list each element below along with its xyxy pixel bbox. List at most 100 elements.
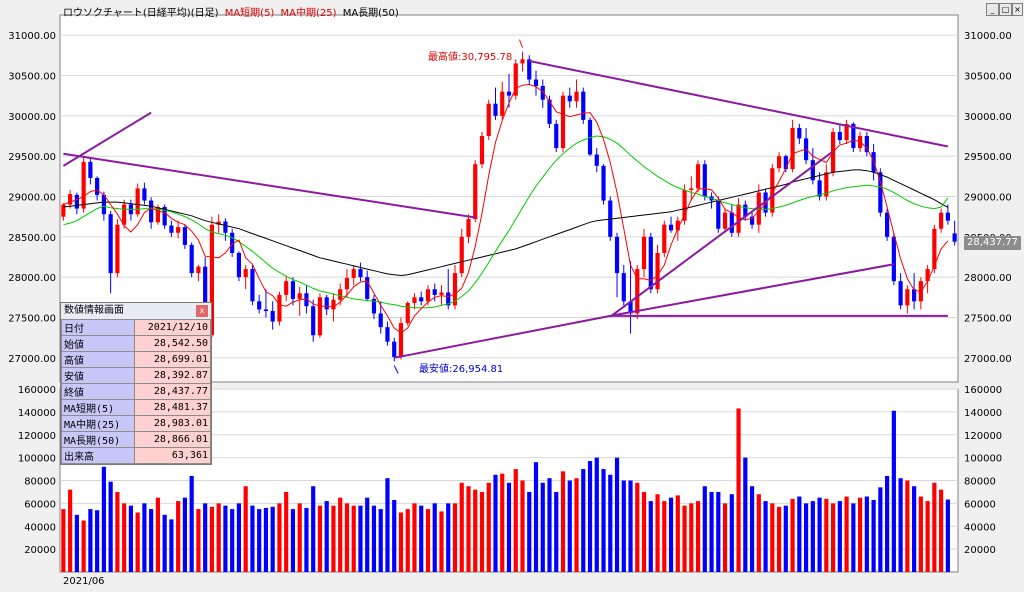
candle-body bbox=[216, 221, 221, 225]
candle-body bbox=[135, 188, 140, 215]
volume-bar bbox=[493, 474, 498, 572]
candle-body bbox=[162, 206, 167, 226]
info-key: MA長期(50) bbox=[61, 431, 135, 448]
trendline bbox=[610, 263, 895, 317]
info-value: 28,392.87 bbox=[134, 367, 211, 384]
volume-bar bbox=[398, 512, 404, 572]
volume-bar bbox=[284, 491, 289, 572]
candle-body bbox=[635, 269, 640, 314]
info-value: 28,983.01 bbox=[134, 415, 211, 432]
candle-body bbox=[614, 236, 620, 274]
volume-bar bbox=[648, 501, 653, 572]
info-key: 始値 bbox=[61, 335, 135, 352]
table-row: MA中期(25) 28,983.01 bbox=[61, 415, 211, 432]
candle-body bbox=[169, 225, 174, 233]
price-tick-label-right: 29000.00 bbox=[964, 192, 1012, 203]
info-panel-close-button[interactable]: x bbox=[196, 305, 208, 317]
candle-body bbox=[473, 164, 478, 220]
candle-body bbox=[446, 292, 451, 306]
volume-bar bbox=[824, 498, 829, 572]
volume-bar bbox=[365, 497, 370, 572]
candle-body bbox=[358, 269, 363, 278]
volume-bar bbox=[722, 503, 728, 572]
candle-body bbox=[776, 156, 782, 169]
candle-body bbox=[574, 91, 579, 102]
header-title: ロウソクチャート(日経平均)(日足) bbox=[63, 8, 219, 19]
trendline bbox=[394, 314, 611, 359]
candle-body bbox=[702, 164, 707, 197]
volume-bar bbox=[939, 489, 944, 572]
volume-bar bbox=[891, 410, 896, 572]
candle-body bbox=[297, 293, 302, 299]
legend-ma50: MA長期(50) bbox=[342, 8, 399, 19]
candle-body bbox=[641, 236, 647, 270]
candle-body bbox=[628, 301, 633, 314]
volume-bar bbox=[641, 491, 647, 572]
candle-body bbox=[290, 281, 296, 299]
info-value: 28,866.01 bbox=[134, 431, 211, 448]
candle-body bbox=[392, 341, 397, 357]
volume-bar bbox=[925, 501, 930, 572]
info-key: 安値 bbox=[61, 367, 135, 384]
volume-bar bbox=[162, 514, 167, 572]
volume-bar bbox=[452, 503, 458, 572]
volume-bar bbox=[108, 481, 113, 572]
candle-body bbox=[155, 206, 160, 223]
candle-body bbox=[716, 200, 721, 229]
candle-body bbox=[662, 224, 667, 253]
candle-body bbox=[236, 252, 242, 278]
price-tick-label-left: 28000.00 bbox=[8, 273, 56, 284]
volume-bar bbox=[830, 503, 836, 572]
volume-bar bbox=[250, 505, 255, 572]
volume-bar bbox=[331, 505, 336, 572]
candle-body bbox=[621, 273, 626, 302]
candle-body bbox=[668, 224, 674, 231]
price-tick-label-right: 29500.00 bbox=[964, 152, 1012, 163]
candle-body bbox=[142, 188, 147, 201]
volume-bar bbox=[567, 480, 572, 572]
candle-body bbox=[547, 99, 552, 124]
candle-body bbox=[932, 228, 937, 270]
volume-bar bbox=[189, 475, 194, 572]
candle-body bbox=[749, 216, 755, 225]
candle-body bbox=[263, 309, 269, 312]
volume-bar bbox=[257, 509, 262, 572]
maximize-button[interactable]: □ bbox=[999, 3, 1012, 16]
volume-bar bbox=[918, 496, 923, 572]
volume-bar bbox=[587, 461, 593, 572]
volume-bar bbox=[446, 503, 451, 572]
candle-body bbox=[189, 244, 194, 274]
candle-body bbox=[945, 212, 950, 221]
volume-bar bbox=[61, 509, 66, 572]
candle-body bbox=[878, 172, 883, 213]
volume-tick-label-left: 120000 bbox=[18, 431, 56, 442]
volume-bar bbox=[695, 501, 701, 572]
price-tick-label-left: 30500.00 bbox=[8, 71, 56, 82]
trendline bbox=[63, 152, 476, 219]
candle-body bbox=[243, 269, 248, 278]
date-label: 2021/06 bbox=[63, 576, 105, 587]
table-row: 高値 28,699.01 bbox=[61, 351, 211, 368]
candle-body bbox=[74, 194, 79, 209]
minimize-button[interactable]: _ bbox=[986, 3, 999, 16]
info-panel[interactable]: 数値情報画面 x 日付 2021/12/10 始値 28,542.50 高値 28,6… bbox=[60, 302, 212, 465]
volume-bar bbox=[655, 494, 660, 572]
volume-bar bbox=[358, 505, 363, 572]
info-key: 終値 bbox=[61, 383, 135, 400]
candle-body bbox=[810, 160, 815, 181]
high-marker-arrow bbox=[519, 39, 523, 48]
candle-body bbox=[331, 299, 336, 310]
volume-bar bbox=[311, 486, 316, 572]
volume-bar bbox=[614, 457, 620, 572]
volume-bar bbox=[479, 491, 485, 572]
info-panel-titlebar[interactable]: 数値情報画面 x bbox=[61, 303, 211, 319]
candle-body bbox=[270, 311, 275, 322]
candle-body bbox=[317, 297, 323, 336]
trendline bbox=[62, 111, 152, 167]
candle-body bbox=[682, 190, 687, 221]
close-button[interactable]: × bbox=[1012, 3, 1023, 16]
candle-body bbox=[61, 204, 66, 217]
candle-body bbox=[284, 281, 289, 295]
candle-body bbox=[891, 236, 896, 282]
